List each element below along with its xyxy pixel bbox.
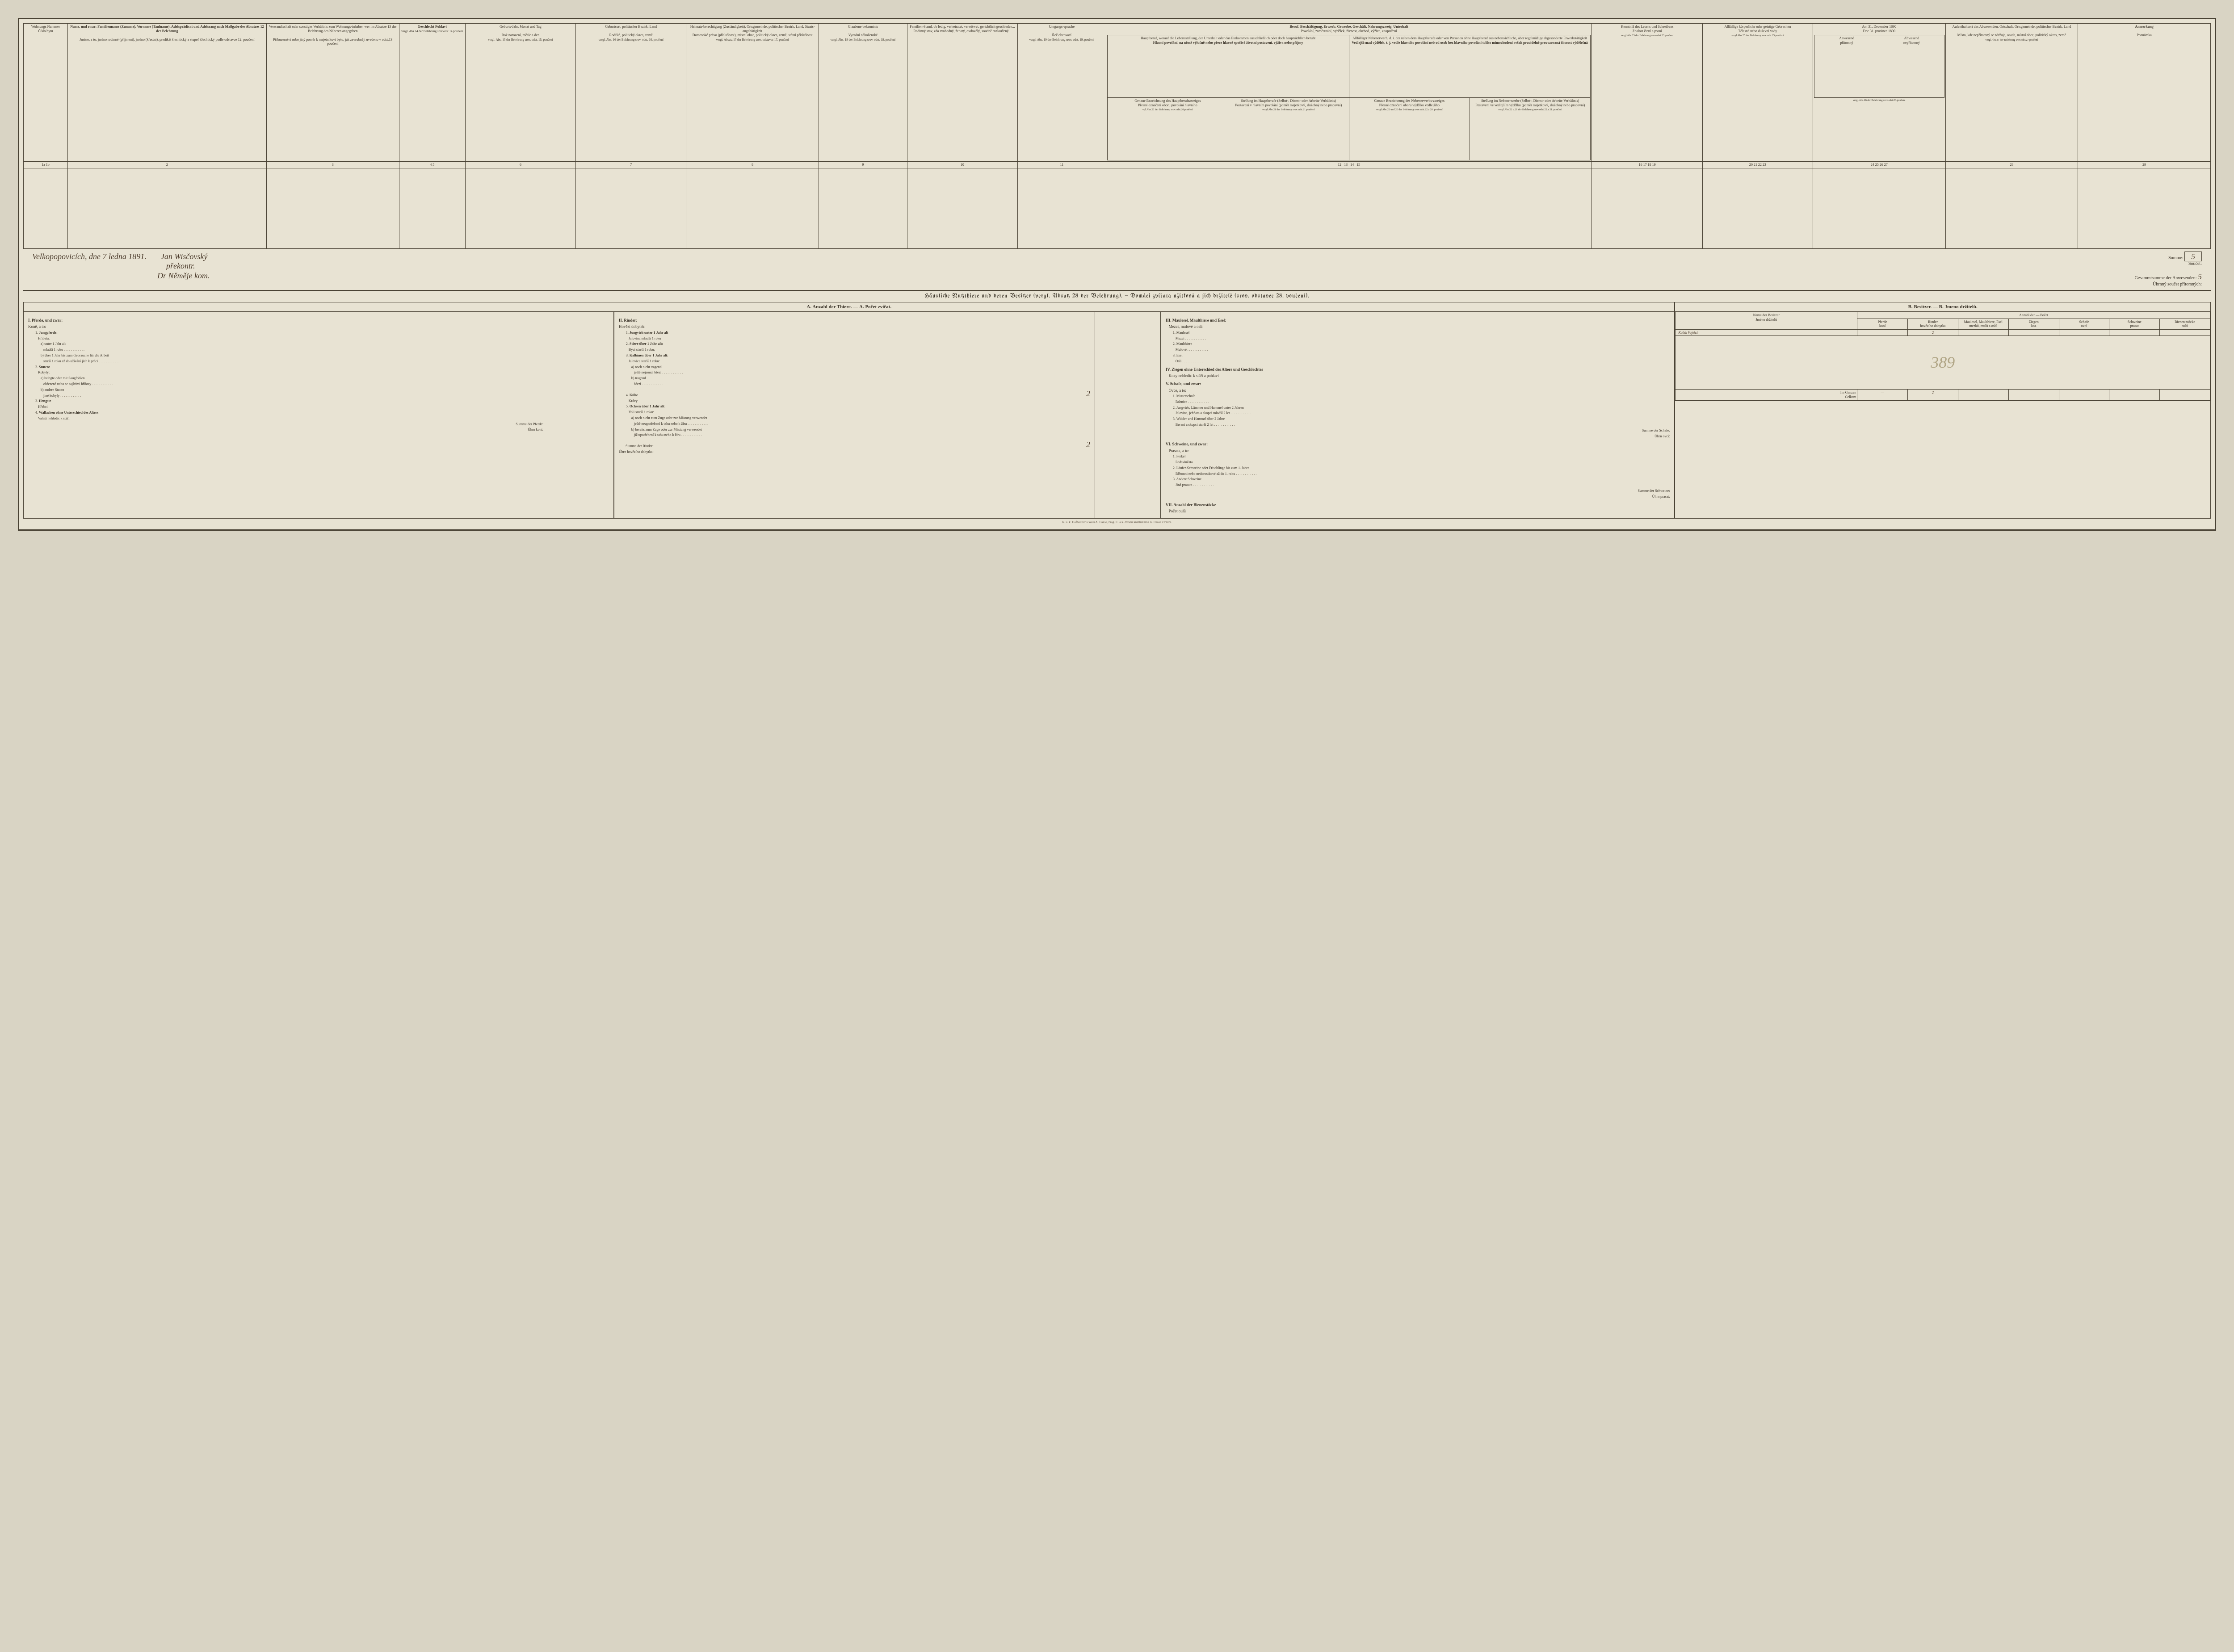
col-occupation: Beruf, Beschäftigung, Erwerb, Gewerbe, G… bbox=[1106, 24, 1592, 162]
col-date-de: Am 31. December 1890 bbox=[1862, 25, 1896, 29]
place-date: Velkopopovicích, dne 7 ledna 1891. bbox=[32, 252, 147, 261]
col-3-de: Verwandtschaft oder sonstiges Verhältnis… bbox=[269, 25, 397, 33]
animals-section-title: Häusliche Nutzthiere und deren Besitzer … bbox=[23, 290, 2211, 302]
owners-column: Name der BesitzerJméno držitelů Anzahl d… bbox=[1675, 312, 2211, 518]
other-animals-column: III. Maulesel, Maulthiere und Esel: Mezc… bbox=[1161, 312, 1675, 518]
owner-row: Kubík Vojtěch—2 bbox=[1676, 329, 2210, 336]
empty-data-rows bbox=[24, 168, 2211, 248]
owner-total-row: Im GanzenCelkem—2 bbox=[1676, 390, 2210, 400]
col-6-de: Geburts-Jahr, Monat und Tag bbox=[500, 25, 542, 29]
horses-column: I. Pferde, und zwar:Koně, a to: 1. Jungp… bbox=[23, 312, 548, 518]
col-7-de: Geburtsort, politischer Bezirk, Land bbox=[605, 25, 657, 29]
sig1: Jan Wisčovský bbox=[161, 252, 207, 261]
col-29-de: Anmerkung bbox=[2135, 25, 2153, 29]
col-45: Geschlecht Pohlaví bbox=[418, 25, 447, 29]
subtitle-b: B. Besitzer. — B. Jmeno držitelů. bbox=[1675, 302, 2211, 312]
census-header-table: Wohnungs NummerČíslo bytu Name, und zwar… bbox=[23, 23, 2211, 249]
col-9-de: Glaubens-bekenntnis bbox=[848, 25, 878, 29]
col-28-de: Aufenthaltsort des Abwesenden, Ortschaft… bbox=[1952, 25, 2071, 29]
col-10-de: Familien-Stand, ob ledig, verheiratet, v… bbox=[910, 25, 1015, 29]
col-literacy-de: Kenntniß des Lesens und Schreibens bbox=[1621, 25, 1674, 29]
col-8-de: Heimats-berechtigung (Zuständigkeit), Or… bbox=[690, 25, 815, 33]
imprint: K. u. k. Hofbuchdruckerei A. Haase, Prag… bbox=[23, 519, 2211, 526]
col-1: Wohnungs Nummer bbox=[31, 25, 60, 29]
col-2-de: Name, und zwar: Familienname (Zuname), V… bbox=[70, 25, 264, 33]
col-11-de: Umgangs-sprache bbox=[1049, 25, 1075, 29]
col-defects-de: Allfällige körperliche oder geistige Geb… bbox=[1724, 25, 1791, 29]
cattle-column: II. Rinder:Hovězí dobytek: 1. Jungvieh u… bbox=[614, 312, 1095, 518]
subtitle-a: A. Anzahl der Thiere. — A. Počet zvířat. bbox=[23, 302, 1675, 312]
signature-row: Velkopopovicích, dne 7 ledna 1891. Jan W… bbox=[23, 249, 2211, 290]
